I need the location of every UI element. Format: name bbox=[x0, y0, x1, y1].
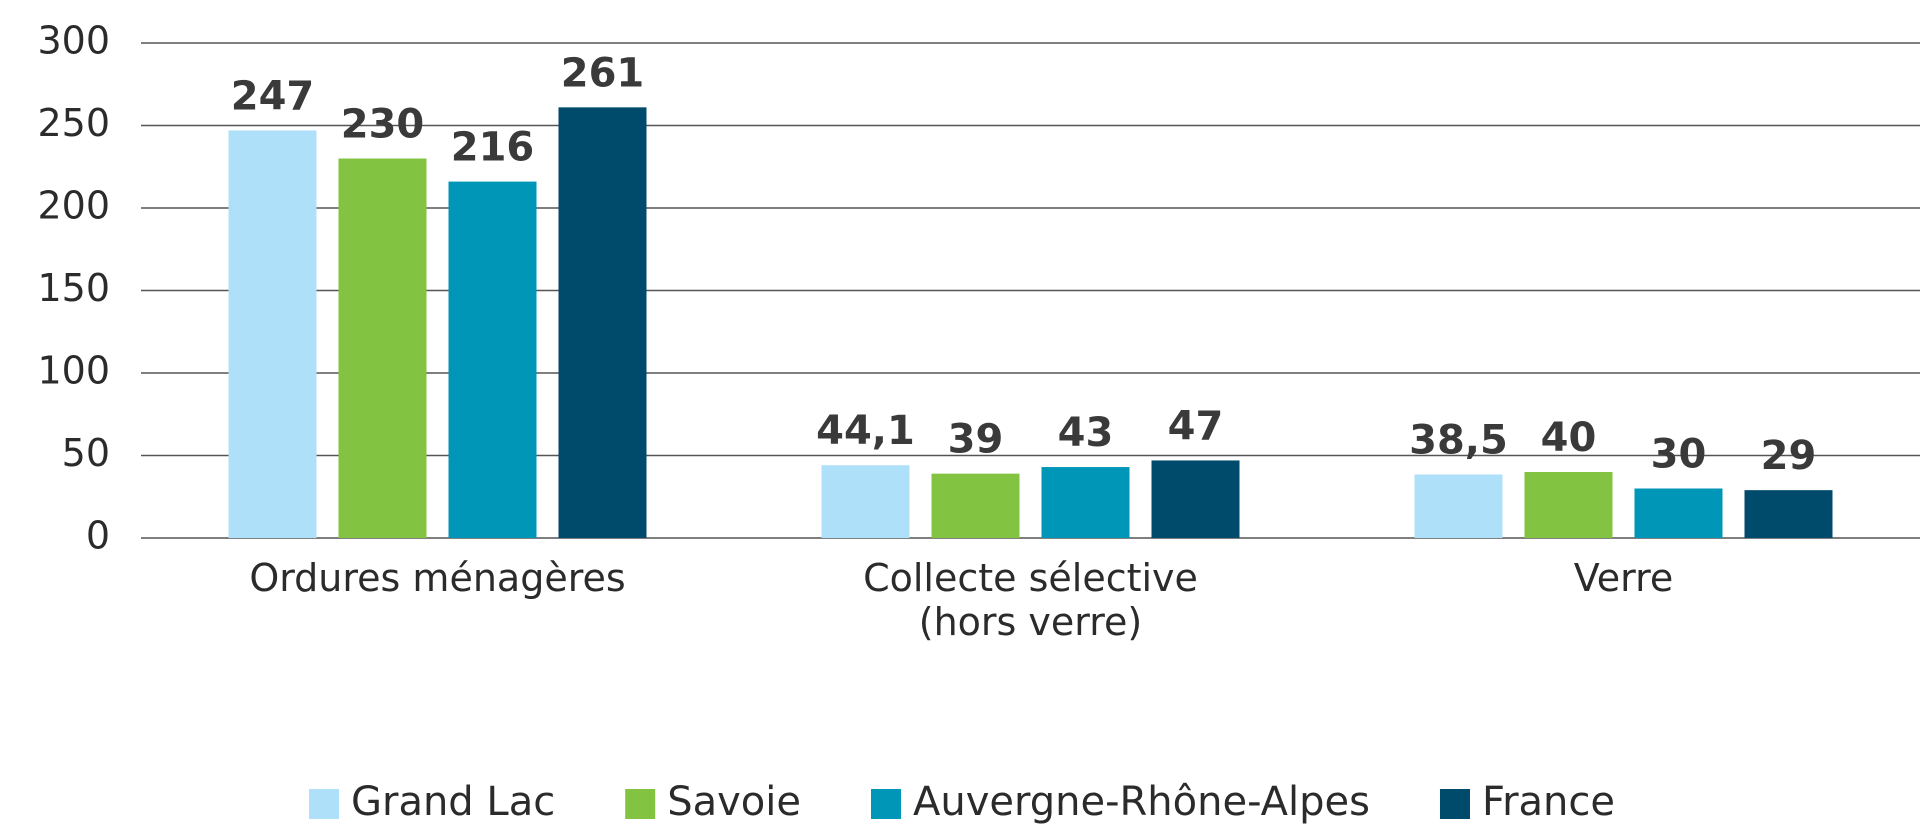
legend-swatch bbox=[309, 789, 340, 819]
data-label: 261 bbox=[561, 50, 645, 96]
bar bbox=[1414, 474, 1503, 538]
x-tick-label: Verre bbox=[1573, 556, 1674, 600]
bar bbox=[1524, 472, 1613, 538]
data-label: 43 bbox=[1058, 410, 1114, 456]
y-tick-label: 100 bbox=[37, 349, 110, 393]
data-label: 44,1 bbox=[816, 408, 915, 454]
legend-swatch bbox=[625, 789, 656, 819]
y-tick-label: 0 bbox=[86, 514, 110, 558]
data-label: 39 bbox=[948, 417, 1004, 463]
y-tick-label: 150 bbox=[37, 266, 110, 310]
bar bbox=[228, 130, 317, 538]
data-label: 230 bbox=[341, 102, 425, 148]
bar bbox=[1041, 467, 1130, 538]
x-tick-label: Collecte sélective (hors verre) bbox=[863, 556, 1198, 644]
bar bbox=[821, 465, 910, 538]
data-label: 30 bbox=[1651, 432, 1707, 478]
legend-label: Grand Lac bbox=[351, 779, 555, 825]
data-label: 247 bbox=[231, 73, 315, 119]
bar bbox=[558, 107, 647, 538]
data-label: 216 bbox=[451, 125, 535, 171]
y-tick-label: 50 bbox=[62, 431, 110, 475]
bar bbox=[338, 158, 427, 538]
legend-label: Auvergne-Rhône-Alpes bbox=[913, 779, 1370, 825]
x-tick-label: Ordures ménagères bbox=[249, 556, 626, 600]
bar bbox=[1634, 488, 1723, 538]
data-label: 40 bbox=[1541, 415, 1597, 461]
data-label: 47 bbox=[1168, 403, 1224, 449]
data-label: 38,5 bbox=[1409, 417, 1508, 463]
legend-label: France bbox=[1482, 779, 1615, 825]
y-tick-label: 300 bbox=[37, 19, 110, 63]
y-tick-label: 250 bbox=[37, 101, 110, 145]
legend-label: Savoie bbox=[667, 779, 801, 825]
bar bbox=[931, 473, 1020, 538]
bar bbox=[448, 181, 537, 538]
bar bbox=[1744, 490, 1833, 538]
legend-swatch bbox=[870, 789, 901, 819]
legend-swatch bbox=[1439, 789, 1470, 819]
bar bbox=[1151, 460, 1240, 538]
y-tick-label: 200 bbox=[37, 184, 110, 228]
data-label: 29 bbox=[1761, 433, 1817, 479]
